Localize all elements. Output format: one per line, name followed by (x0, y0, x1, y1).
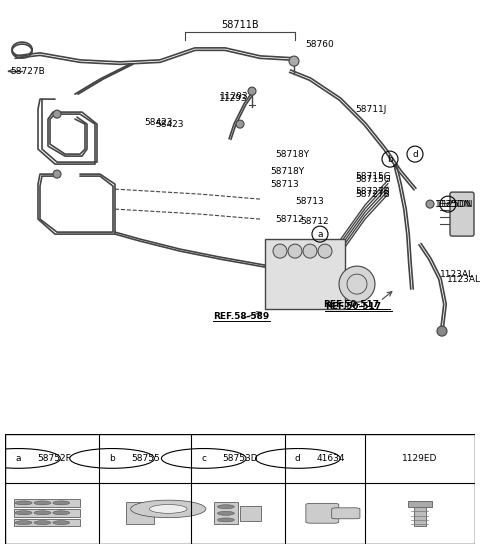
Text: 58760: 58760 (305, 40, 334, 49)
Circle shape (289, 56, 299, 66)
Text: REF.50-517: REF.50-517 (323, 300, 379, 309)
Circle shape (15, 520, 32, 525)
Circle shape (15, 501, 32, 505)
Bar (265, 239, 345, 309)
Bar (14, 499, 80, 507)
Text: 1129ED: 1129ED (402, 454, 438, 463)
Text: 58711J: 58711J (355, 105, 386, 114)
Circle shape (217, 511, 234, 516)
Circle shape (288, 244, 302, 258)
Text: 58711B: 58711B (221, 20, 259, 30)
Text: 58423: 58423 (144, 117, 172, 127)
Circle shape (273, 244, 287, 258)
Text: 58423: 58423 (155, 120, 183, 128)
Circle shape (53, 501, 70, 505)
Circle shape (236, 120, 244, 128)
FancyBboxPatch shape (450, 192, 474, 236)
Bar (408, 501, 432, 507)
Text: 58753D: 58753D (223, 454, 258, 463)
Circle shape (339, 266, 375, 302)
Bar (240, 506, 261, 521)
Bar (414, 507, 426, 526)
FancyBboxPatch shape (306, 503, 339, 523)
Text: 41634: 41634 (317, 454, 345, 463)
Text: REF.50-517: REF.50-517 (325, 301, 381, 311)
Text: 1125DN: 1125DN (437, 200, 473, 209)
Circle shape (34, 501, 51, 505)
Circle shape (217, 518, 234, 522)
Bar (126, 502, 154, 524)
Circle shape (53, 170, 61, 178)
Text: 58727B: 58727B (10, 66, 45, 76)
Text: b: b (387, 155, 393, 164)
Text: c: c (445, 200, 451, 209)
Text: 58727B: 58727B (355, 189, 390, 199)
Text: 58713: 58713 (295, 197, 324, 206)
Text: 58752F: 58752F (37, 454, 71, 463)
Circle shape (15, 511, 32, 515)
Circle shape (248, 87, 256, 95)
Text: a: a (15, 454, 21, 463)
Bar (14, 519, 80, 526)
Bar (214, 502, 238, 524)
Text: d: d (412, 150, 418, 159)
Text: d: d (295, 454, 301, 463)
Circle shape (34, 520, 51, 525)
Text: 1125DN: 1125DN (435, 200, 471, 209)
Text: 1123AL: 1123AL (440, 270, 474, 278)
Circle shape (34, 511, 51, 515)
Circle shape (318, 244, 332, 258)
Circle shape (53, 110, 61, 118)
Text: 58718Y: 58718Y (275, 150, 309, 159)
Circle shape (426, 200, 434, 208)
Text: 58712: 58712 (275, 215, 304, 223)
Circle shape (53, 520, 70, 525)
Circle shape (217, 505, 234, 509)
Text: 58715G: 58715G (355, 172, 391, 181)
FancyBboxPatch shape (332, 508, 360, 519)
Text: 58727B: 58727B (355, 187, 390, 195)
Circle shape (437, 326, 447, 336)
Text: 58715G: 58715G (355, 175, 391, 183)
Circle shape (53, 511, 70, 515)
Text: 11293: 11293 (220, 92, 249, 100)
Circle shape (149, 505, 187, 513)
Text: 58718Y: 58718Y (270, 166, 304, 176)
Text: 1123AL: 1123AL (447, 274, 480, 284)
Text: 58755: 58755 (131, 454, 160, 463)
Text: 58712: 58712 (300, 217, 329, 226)
Bar (14, 509, 80, 517)
Circle shape (303, 244, 317, 258)
Text: REF.58-589: REF.58-589 (213, 312, 269, 321)
Text: 58713: 58713 (270, 180, 299, 189)
Text: b: b (109, 454, 115, 463)
Text: c: c (201, 454, 206, 463)
Text: 11293: 11293 (219, 94, 248, 103)
Circle shape (131, 500, 206, 518)
Text: a: a (317, 229, 323, 239)
